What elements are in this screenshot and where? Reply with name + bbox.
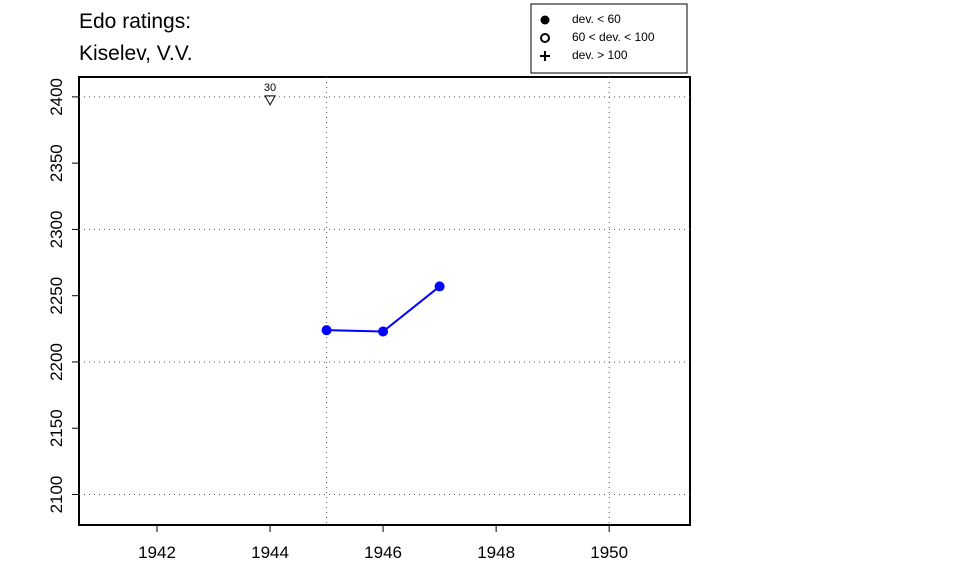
x-tick-label: 1950 <box>590 543 628 562</box>
annotation-label: 30 <box>264 82 276 94</box>
y-tick-label: 2250 <box>47 277 66 315</box>
x-tick-label: 1946 <box>364 543 402 562</box>
y-tick-label: 2150 <box>47 409 66 447</box>
legend-label: 60 < dev. < 100 <box>572 30 655 44</box>
line <box>326 285 441 333</box>
y-tick-label: 2300 <box>47 211 66 249</box>
x-tick-label: 1942 <box>138 543 176 562</box>
legend-marker <box>540 15 550 25</box>
y-tick-label: 2400 <box>47 78 66 116</box>
point <box>321 325 332 336</box>
point <box>434 281 445 292</box>
legend-box <box>530 3 688 74</box>
y-tick-label: 2100 <box>47 476 66 514</box>
y-tick-label: 2350 <box>47 144 66 182</box>
plot-frame <box>78 76 691 526</box>
chart-title: Kiselev, V.V. <box>79 42 193 65</box>
y-tick-label: 2200 <box>47 343 66 381</box>
legend-marker <box>540 51 550 61</box>
annotation-marker <box>264 95 276 106</box>
point <box>378 326 389 337</box>
legend-label: dev. < 60 <box>572 12 621 26</box>
legend-marker <box>540 33 550 43</box>
x-tick-label: 1948 <box>477 543 515 562</box>
chart-title: Edo ratings: <box>79 10 191 33</box>
x-tick-label: 1944 <box>251 543 289 562</box>
legend-label: dev. > 100 <box>572 48 628 62</box>
